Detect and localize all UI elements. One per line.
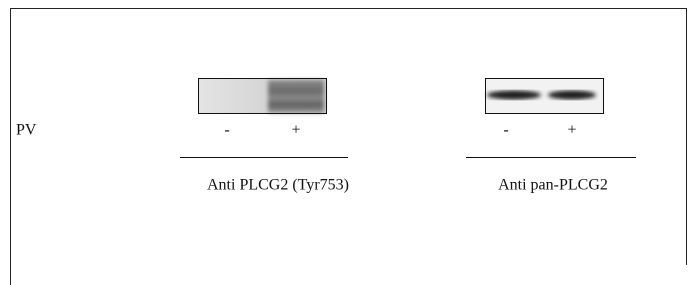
panel-caption: Anti PLCG2 (Tyr753) [207,177,349,194]
lane-label: - [224,122,229,139]
lane-label: + [567,122,576,139]
blot-panel [198,78,327,114]
frame [11,9,687,285]
lane-label: + [291,122,300,139]
blot-band [548,91,596,100]
row-label: PV [16,122,37,139]
lane-label: - [503,122,508,139]
blot-band [487,91,541,100]
blot-band [268,80,324,113]
panel-caption: Anti pan-PLCG2 [498,177,608,194]
figure: PV - + Anti PLCG2 (Tyr753) - + Anti pan-… [0,0,688,285]
blot-panel [485,78,604,114]
